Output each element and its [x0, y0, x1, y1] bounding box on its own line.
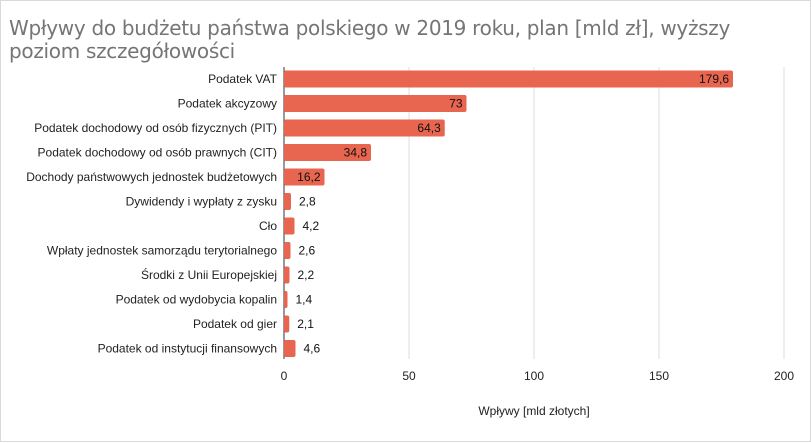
category-label: Podatek akcyzowy — [178, 97, 277, 111]
category-label: Wpłaty jednostek samorządu terytorialneg… — [47, 244, 277, 258]
x-tick-label: 100 — [524, 369, 544, 383]
bar — [284, 168, 325, 186]
category-label: Podatek VAT — [208, 72, 278, 86]
bars — [284, 70, 733, 357]
category-label: Środki z Unii Europejskiej — [141, 267, 277, 282]
category-label: Dochody państwowych jednostek budżetowyc… — [26, 170, 277, 184]
category-label: Podatek dochodowy od osób fizycznych (PI… — [34, 121, 277, 135]
x-tick-label: 150 — [649, 369, 669, 383]
value-label: 1,4 — [296, 293, 313, 307]
bar — [284, 242, 291, 259]
value-label: 2,1 — [297, 317, 314, 331]
x-axis-label: Wpływy [mld złotych] — [478, 404, 589, 418]
value-label: 179,6 — [699, 72, 729, 86]
x-tick-label: 200 — [774, 369, 794, 383]
gridlines — [283, 67, 785, 359]
bar — [284, 340, 296, 357]
bar — [284, 119, 445, 137]
bar — [284, 144, 371, 161]
x-tick-label: 0 — [281, 369, 288, 383]
category-labels: Podatek VAT Podatek akcyzowy Podatek docho… — [26, 72, 277, 356]
value-label: 34,8 — [344, 146, 368, 160]
category-label: Cło — [259, 219, 277, 233]
bar — [284, 266, 290, 284]
bar — [284, 291, 288, 308]
bar — [284, 217, 295, 235]
chart-title: Wpływy do budżetu państwa polskiego w 20… — [9, 16, 731, 63]
value-label: 64,3 — [417, 121, 441, 135]
value-label: 4,2 — [303, 219, 320, 233]
value-label: 73 — [449, 97, 463, 111]
value-labels: 179,6 73 64,3 34,8 16,2 2,8 4,2 2,6 2,2 1,4 2,1 4,6 — [296, 72, 730, 356]
bar — [284, 70, 733, 88]
bar — [284, 315, 290, 333]
value-label: 2,2 — [298, 268, 315, 282]
x-tick-labels: 0 50 100 150 200 — [281, 369, 795, 383]
bar — [284, 193, 291, 210]
category-label: Podatek od gier — [193, 317, 277, 331]
category-label: Podatek od wydobycia kopalin — [116, 293, 277, 307]
value-label: 16,2 — [297, 170, 321, 184]
value-label: 4,6 — [304, 342, 321, 356]
category-label: Dywidendy i wypłaty z zysku — [126, 195, 277, 209]
bar — [284, 95, 467, 112]
value-label: 2,6 — [299, 244, 316, 258]
value-label: 2,8 — [299, 195, 316, 209]
x-tick-label: 50 — [402, 369, 416, 383]
category-label: Podatek od instytucji finansowych — [98, 342, 277, 356]
category-label: Podatek dochodowy od osób prawnych (CIT) — [38, 146, 277, 160]
